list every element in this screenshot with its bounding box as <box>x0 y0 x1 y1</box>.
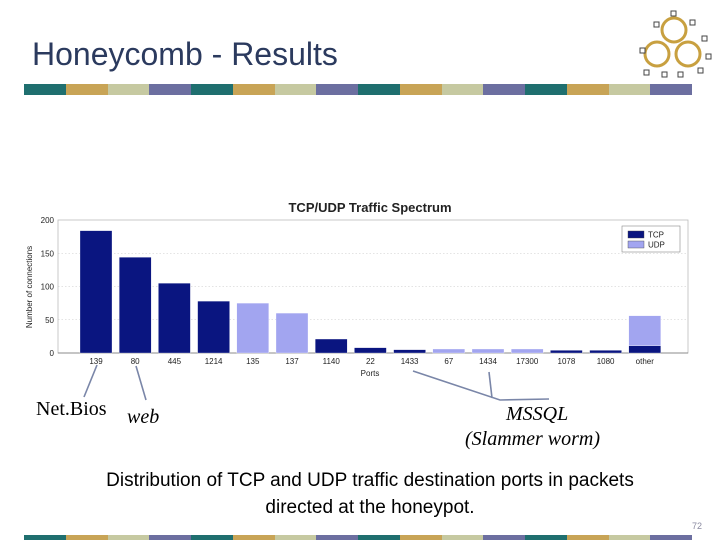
stripe-segment <box>191 84 233 95</box>
y-tick-label: 150 <box>41 249 55 258</box>
stripe-segment <box>483 535 525 540</box>
legend-swatch-tcp <box>627 230 645 239</box>
bar-tcp-1214 <box>197 300 230 354</box>
stripe-segment <box>24 84 66 95</box>
bar-udp-67 <box>432 348 465 354</box>
annotation-web: web <box>127 406 160 428</box>
x-tick-label: 1434 <box>479 357 497 366</box>
stripe-segment <box>274 535 317 540</box>
stripe-segment <box>483 84 525 95</box>
caption-line-2: directed at the honeypot. <box>265 497 475 518</box>
y-tick-label: 0 <box>50 349 55 358</box>
stripe-segment <box>149 535 191 540</box>
slide-caption: Distribution of TCP and UDP traffic dest… <box>40 467 700 521</box>
x-tick-label: other <box>636 357 655 366</box>
bar-tcp-139 <box>79 230 113 354</box>
chart-title: TCP/UDP Traffic Spectrum <box>288 200 451 215</box>
stripe-segment <box>399 535 442 540</box>
x-tick-label: 17300 <box>516 357 539 366</box>
stripe-segment <box>650 84 692 95</box>
y-tick-label: 50 <box>45 316 54 325</box>
stripe-segment <box>65 535 108 540</box>
bar-udp-1434 <box>471 348 505 354</box>
page-number: 72 <box>692 521 703 531</box>
x-tick-label: 445 <box>168 357 182 366</box>
chart-xlabel: Ports <box>361 369 380 378</box>
stripe-segment <box>441 84 484 95</box>
annotation-slammer: (Slammer worm) <box>465 428 600 450</box>
bar-udp-17300 <box>511 348 544 354</box>
stripe-segment <box>399 84 442 95</box>
stripe-segment <box>107 535 150 540</box>
x-tick-label: 1140 <box>323 357 341 366</box>
stripe-segment <box>525 84 567 95</box>
x-tick-label: 1433 <box>401 357 419 366</box>
bar-tcp-445 <box>158 283 191 354</box>
y-tick-label: 200 <box>41 216 55 225</box>
stripe-segment <box>191 535 233 540</box>
stripe-segment <box>107 84 150 95</box>
x-tick-label: 139 <box>89 357 103 366</box>
stripe-segment <box>65 84 108 95</box>
bar-udp-137 <box>275 312 309 354</box>
stripe-segment <box>316 84 358 95</box>
x-tick-label: 137 <box>285 357 299 366</box>
stripe-segment <box>441 535 484 540</box>
x-tick-label: 1214 <box>205 357 223 366</box>
stripe-segment <box>316 535 358 540</box>
bar-tcp-1140 <box>315 338 348 354</box>
x-tick-label: 1080 <box>597 357 615 366</box>
stripe-segment <box>149 84 191 95</box>
bar-tcp-80 <box>119 257 152 354</box>
stripe-segment <box>525 535 567 540</box>
bar-udp-135 <box>236 302 269 354</box>
bar-tcp-1078 <box>550 350 583 354</box>
stripe-segment <box>608 84 651 95</box>
annotation-netbios: Net.Bios <box>36 398 107 420</box>
legend-label-udp: UDP <box>648 241 665 250</box>
x-tick-label: 1078 <box>558 357 576 366</box>
x-tick-label: 80 <box>131 357 140 366</box>
stripe-segment <box>650 535 692 540</box>
footer-stripe <box>24 535 692 540</box>
x-tick-label: 67 <box>444 357 453 366</box>
caption-line-1: Distribution of TCP and UDP traffic dest… <box>106 470 634 491</box>
stripe-segment <box>566 535 609 540</box>
legend-swatch-udp <box>627 240 645 249</box>
chart-ylabel: Number of connections <box>25 246 34 328</box>
stripe-segment <box>24 535 66 540</box>
annotation-mssql: MSSQL <box>506 403 569 425</box>
header-stripe <box>24 84 692 95</box>
bar-tcp-other <box>628 345 661 354</box>
stripe-segment <box>232 84 275 95</box>
traffic-spectrum-chart: 0 50 100 150 200 139 80 445 1214 135 137 1140 22 143… <box>25 200 689 378</box>
slide-title: Honeycomb - Results <box>32 36 338 72</box>
stripe-segment <box>608 535 651 540</box>
x-tick-label: 135 <box>246 357 260 366</box>
x-tick-label: 22 <box>366 357 375 366</box>
stripe-segment <box>358 84 400 95</box>
stripe-segment <box>232 535 275 540</box>
y-tick-label: 100 <box>41 283 55 292</box>
bar-tcp-1080 <box>589 350 622 354</box>
stripe-segment <box>566 84 609 95</box>
bar-tcp-1433 <box>393 349 426 354</box>
stripe-segment <box>274 84 317 95</box>
bar-udp-other <box>628 315 661 346</box>
legend-label-tcp: TCP <box>648 231 664 240</box>
stripe-segment <box>358 535 400 540</box>
bar-tcp-22 <box>354 347 387 354</box>
honeycomb-logo <box>639 10 712 78</box>
